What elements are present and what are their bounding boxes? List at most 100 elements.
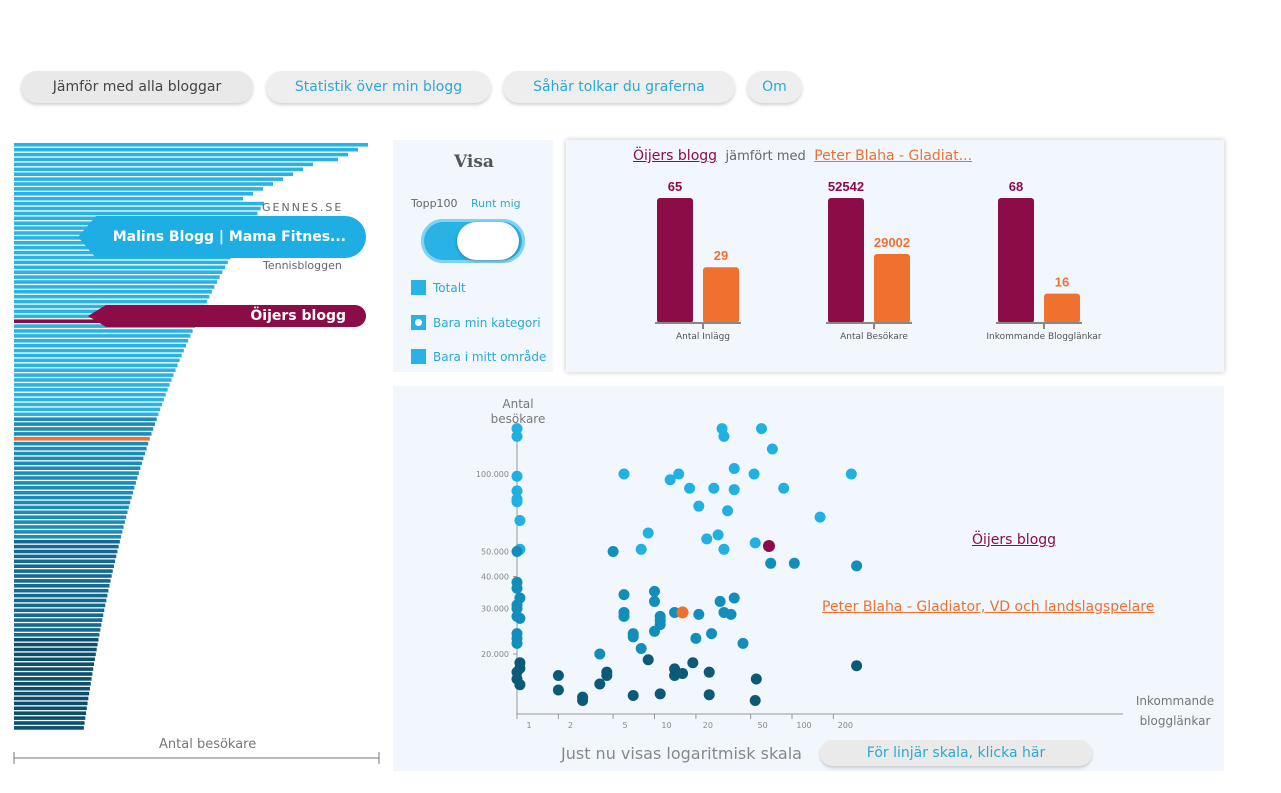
- scatter-point[interactable]: [642, 654, 654, 666]
- scatter-point[interactable]: [511, 603, 523, 615]
- scatter-point[interactable]: [748, 468, 760, 480]
- ranking-bar: [14, 358, 180, 363]
- scatter-point[interactable]: [635, 643, 647, 655]
- scatter-point[interactable]: [693, 500, 705, 512]
- scatter-point[interactable]: [514, 514, 526, 526]
- comparison-value-label: 16: [1055, 275, 1069, 290]
- scatter-point[interactable]: [703, 689, 715, 701]
- scatter-point[interactable]: [618, 468, 630, 480]
- tab-om[interactable]: Om: [747, 71, 802, 103]
- scatter-point[interactable]: [511, 582, 523, 594]
- own-blog-callout[interactable]: Öijers blogg: [88, 305, 366, 327]
- scatter-point[interactable]: [765, 557, 777, 569]
- scatter-point[interactable]: [594, 678, 606, 690]
- other-blog-point-label[interactable]: Peter Blaha - Gladiator, VD och landslag…: [822, 599, 1155, 615]
- scatter-point[interactable]: [687, 657, 699, 669]
- scatter-point[interactable]: [778, 482, 790, 494]
- scatter-point[interactable]: [684, 482, 696, 494]
- ranking-bar: [14, 446, 147, 451]
- scatter-point[interactable]: [511, 485, 523, 497]
- scatter-point[interactable]: [755, 423, 767, 435]
- scatter-point[interactable]: [701, 533, 713, 545]
- scatter-point[interactable]: [749, 694, 761, 706]
- scatter-point[interactable]: [607, 546, 619, 558]
- min-kategori-radio[interactable]: [411, 315, 426, 330]
- ranking-bar: [14, 157, 338, 162]
- ranking-bar: [14, 192, 253, 196]
- scatter-point[interactable]: [552, 684, 564, 696]
- ranking-bar: [14, 373, 174, 377]
- linear-scale-button[interactable]: För linjär skala, klicka här: [820, 740, 1092, 766]
- scatter-point[interactable]: [601, 670, 613, 682]
- x-tick-label: 20: [703, 721, 713, 730]
- scatter-point[interactable]: [514, 612, 526, 624]
- highlight-point[interactable]: [762, 539, 775, 552]
- scatter-point[interactable]: [654, 688, 666, 700]
- scatter-point[interactable]: [690, 632, 702, 644]
- ranking-bar: [14, 633, 100, 637]
- scatter-point[interactable]: [577, 694, 589, 706]
- scatter-point[interactable]: [725, 608, 737, 620]
- ranking-bar: [14, 432, 152, 436]
- own-blog-point-label[interactable]: Öijers blogg: [972, 532, 1057, 548]
- scatter-point[interactable]: [642, 527, 654, 539]
- highlight-point[interactable]: [676, 606, 689, 619]
- scatter-point[interactable]: [649, 595, 660, 607]
- scatter-point[interactable]: [845, 468, 857, 480]
- scatter-point[interactable]: [552, 670, 564, 682]
- scatter-point[interactable]: [649, 585, 660, 597]
- own-blog-link[interactable]: Öijers blogg: [633, 148, 718, 164]
- highlight-blog-callout[interactable]: Malins Blogg | Mama Fitnes...: [78, 216, 366, 258]
- scatter-point[interactable]: [728, 592, 740, 604]
- scatter-point[interactable]: [703, 666, 715, 678]
- scatter-point[interactable]: [749, 537, 761, 549]
- scatter-point[interactable]: [708, 482, 720, 494]
- scatter-point[interactable]: [851, 660, 863, 672]
- scatter-point[interactable]: [718, 430, 730, 442]
- toggle-knob[interactable]: [457, 222, 519, 260]
- scatter-point[interactable]: [712, 529, 724, 541]
- scatter-point[interactable]: [788, 557, 800, 569]
- tab-tolkar[interactable]: Såhär tolkar du graferna: [503, 71, 735, 103]
- scatter-point[interactable]: [677, 667, 689, 679]
- scatter-point[interactable]: [618, 610, 630, 622]
- scatter-point[interactable]: [766, 443, 778, 455]
- scatter-point[interactable]: [511, 637, 523, 649]
- scatter-point[interactable]: [511, 496, 523, 508]
- other-blog-link[interactable]: Peter Blaha - Gladiat...: [814, 148, 973, 164]
- scatter-point[interactable]: [737, 637, 749, 649]
- scatter-point[interactable]: [511, 546, 523, 558]
- scatter-point[interactable]: [718, 543, 730, 555]
- scatter-point[interactable]: [511, 430, 523, 442]
- scatter-point[interactable]: [511, 470, 523, 482]
- scatter-point[interactable]: [635, 543, 647, 555]
- scatter-point[interactable]: [627, 689, 639, 701]
- scatter-point[interactable]: [664, 474, 676, 486]
- tab-jamfor[interactable]: Jämför med alla bloggar: [21, 71, 253, 103]
- scatter-point[interactable]: [750, 673, 762, 685]
- scatter-point[interactable]: [706, 628, 718, 640]
- scatter-point[interactable]: [728, 484, 740, 496]
- ranking-bar: [14, 500, 131, 505]
- min-kategori-label[interactable]: Bara min kategori: [433, 316, 541, 330]
- totalt-label[interactable]: Totalt: [433, 281, 466, 295]
- mitt-omrade-checkbox[interactable]: [411, 349, 426, 364]
- scatter-point[interactable]: [654, 619, 666, 631]
- tab-statistik[interactable]: Statistik över min blogg: [266, 71, 491, 103]
- scatter-point[interactable]: [714, 595, 726, 607]
- totalt-checkbox[interactable]: [411, 280, 426, 295]
- mitt-omrade-label[interactable]: Bara i mitt område: [433, 350, 547, 364]
- scatter-point[interactable]: [693, 608, 705, 620]
- scatter-point[interactable]: [511, 423, 523, 435]
- scatter-point[interactable]: [673, 468, 685, 480]
- scatter-point[interactable]: [618, 589, 630, 601]
- scatter-point[interactable]: [851, 560, 863, 572]
- scatter-point[interactable]: [722, 505, 734, 517]
- scatter-point[interactable]: [728, 463, 740, 475]
- scatter-point[interactable]: [814, 511, 826, 523]
- x-tick-label: 200: [838, 721, 853, 730]
- scatter-point[interactable]: [594, 648, 606, 660]
- scatter-point[interactable]: [627, 631, 639, 643]
- ranking-bar: [14, 530, 123, 534]
- scatter-point[interactable]: [514, 679, 526, 691]
